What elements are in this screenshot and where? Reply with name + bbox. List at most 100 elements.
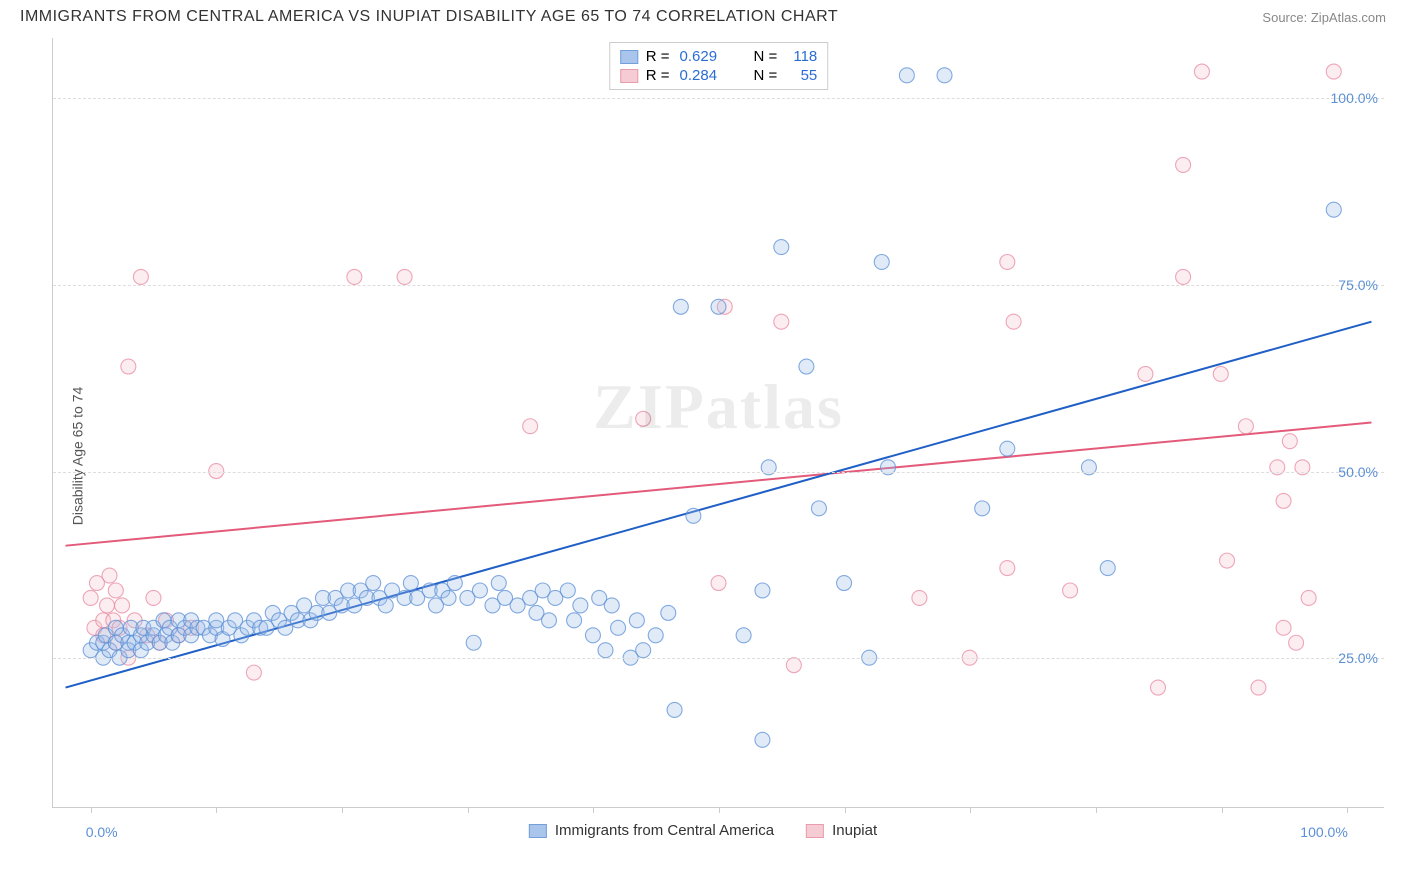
- chart-container: Disability Age 65 to 74 ZIPatlas R =0.62…: [0, 30, 1406, 882]
- point-inupiat: [83, 590, 98, 605]
- point-central_america: [472, 583, 487, 598]
- point-inupiat: [1289, 635, 1304, 650]
- point-central_america: [667, 702, 682, 717]
- trendline-inupiat: [66, 423, 1372, 546]
- point-central_america: [636, 643, 651, 658]
- point-central_america: [937, 68, 952, 83]
- point-central_america: [585, 628, 600, 643]
- point-inupiat: [1213, 366, 1228, 381]
- point-inupiat: [1006, 314, 1021, 329]
- point-central_america: [447, 576, 462, 591]
- r-label: R =: [646, 48, 670, 65]
- swatch-icon: [529, 824, 547, 838]
- point-central_america: [811, 501, 826, 516]
- point-central_america: [378, 598, 393, 613]
- point-central_america: [629, 613, 644, 628]
- point-inupiat: [347, 269, 362, 284]
- swatch-icon: [806, 824, 824, 838]
- point-inupiat: [1194, 64, 1209, 79]
- point-inupiat: [133, 269, 148, 284]
- point-central_america: [711, 299, 726, 314]
- x-tick: [1222, 807, 1223, 813]
- point-central_america: [686, 508, 701, 523]
- gridline: [53, 472, 1384, 473]
- plot-area: ZIPatlas R =0.629N =118R =0.284N =55 25.…: [52, 38, 1384, 808]
- x-tick: [845, 807, 846, 813]
- legend-label: Immigrants from Central America: [555, 822, 774, 839]
- y-tick-label: 50.0%: [1318, 464, 1378, 480]
- point-inupiat: [523, 419, 538, 434]
- point-central_america: [560, 583, 575, 598]
- y-tick-label: 100.0%: [1318, 90, 1378, 106]
- legend-row-inupiat: R =0.284N =55: [620, 66, 818, 85]
- point-central_america: [755, 583, 770, 598]
- x-tick: [91, 807, 92, 813]
- x-tick: [1096, 807, 1097, 813]
- r-value: 0.284: [680, 67, 728, 84]
- point-inupiat: [1276, 620, 1291, 635]
- gridline: [53, 98, 1384, 99]
- point-central_america: [611, 620, 626, 635]
- x-axis-max-label: 100.0%: [1300, 824, 1347, 840]
- source-link[interactable]: ZipAtlas.com: [1311, 10, 1386, 25]
- point-inupiat: [115, 598, 130, 613]
- point-central_america: [466, 635, 481, 650]
- legend-item-inupiat: Inupiat: [806, 822, 877, 839]
- point-central_america: [736, 628, 751, 643]
- point-inupiat: [102, 568, 117, 583]
- point-central_america: [366, 576, 381, 591]
- point-central_america: [1100, 561, 1115, 576]
- gridline: [53, 658, 1384, 659]
- point-inupiat: [1326, 64, 1341, 79]
- point-inupiat: [774, 314, 789, 329]
- scatter-svg: [53, 38, 1384, 807]
- point-central_america: [673, 299, 688, 314]
- legend-item-central_america: Immigrants from Central America: [529, 822, 774, 839]
- x-axis-min-label: 0.0%: [86, 824, 118, 840]
- n-label: N =: [754, 48, 778, 65]
- point-inupiat: [397, 269, 412, 284]
- chart-title: IMMIGRANTS FROM CENTRAL AMERICA VS INUPI…: [20, 8, 838, 26]
- point-inupiat: [1276, 493, 1291, 508]
- gridline: [53, 285, 1384, 286]
- point-central_america: [567, 613, 582, 628]
- x-tick: [1347, 807, 1348, 813]
- r-label: R =: [646, 67, 670, 84]
- point-central_america: [774, 240, 789, 255]
- point-central_america: [541, 613, 556, 628]
- point-central_america: [1326, 202, 1341, 217]
- swatch-icon: [620, 50, 638, 64]
- point-central_america: [648, 628, 663, 643]
- point-inupiat: [99, 598, 114, 613]
- point-central_america: [799, 359, 814, 374]
- point-central_america: [441, 590, 456, 605]
- point-central_america: [874, 254, 889, 269]
- point-inupiat: [1176, 269, 1191, 284]
- point-inupiat: [636, 411, 651, 426]
- point-central_america: [573, 598, 588, 613]
- point-central_america: [604, 598, 619, 613]
- x-tick: [342, 807, 343, 813]
- point-inupiat: [121, 359, 136, 374]
- point-central_america: [975, 501, 990, 516]
- point-inupiat: [108, 583, 123, 598]
- point-inupiat: [1238, 419, 1253, 434]
- swatch-icon: [620, 69, 638, 83]
- legend-row-central_america: R =0.629N =118: [620, 47, 818, 66]
- source-citation: Source: ZipAtlas.com: [1262, 10, 1386, 25]
- point-inupiat: [1282, 434, 1297, 449]
- point-inupiat: [711, 576, 726, 591]
- r-value: 0.629: [680, 48, 728, 65]
- point-inupiat: [1176, 157, 1191, 172]
- point-central_america: [837, 576, 852, 591]
- x-tick: [216, 807, 217, 813]
- series-legend: Immigrants from Central America Inupiat: [529, 822, 877, 839]
- point-central_america: [598, 643, 613, 658]
- y-tick-label: 25.0%: [1318, 650, 1378, 666]
- n-value: 55: [787, 67, 817, 84]
- y-tick-label: 75.0%: [1318, 277, 1378, 293]
- point-inupiat: [786, 658, 801, 673]
- point-central_america: [899, 68, 914, 83]
- point-central_america: [491, 576, 506, 591]
- point-central_america: [403, 576, 418, 591]
